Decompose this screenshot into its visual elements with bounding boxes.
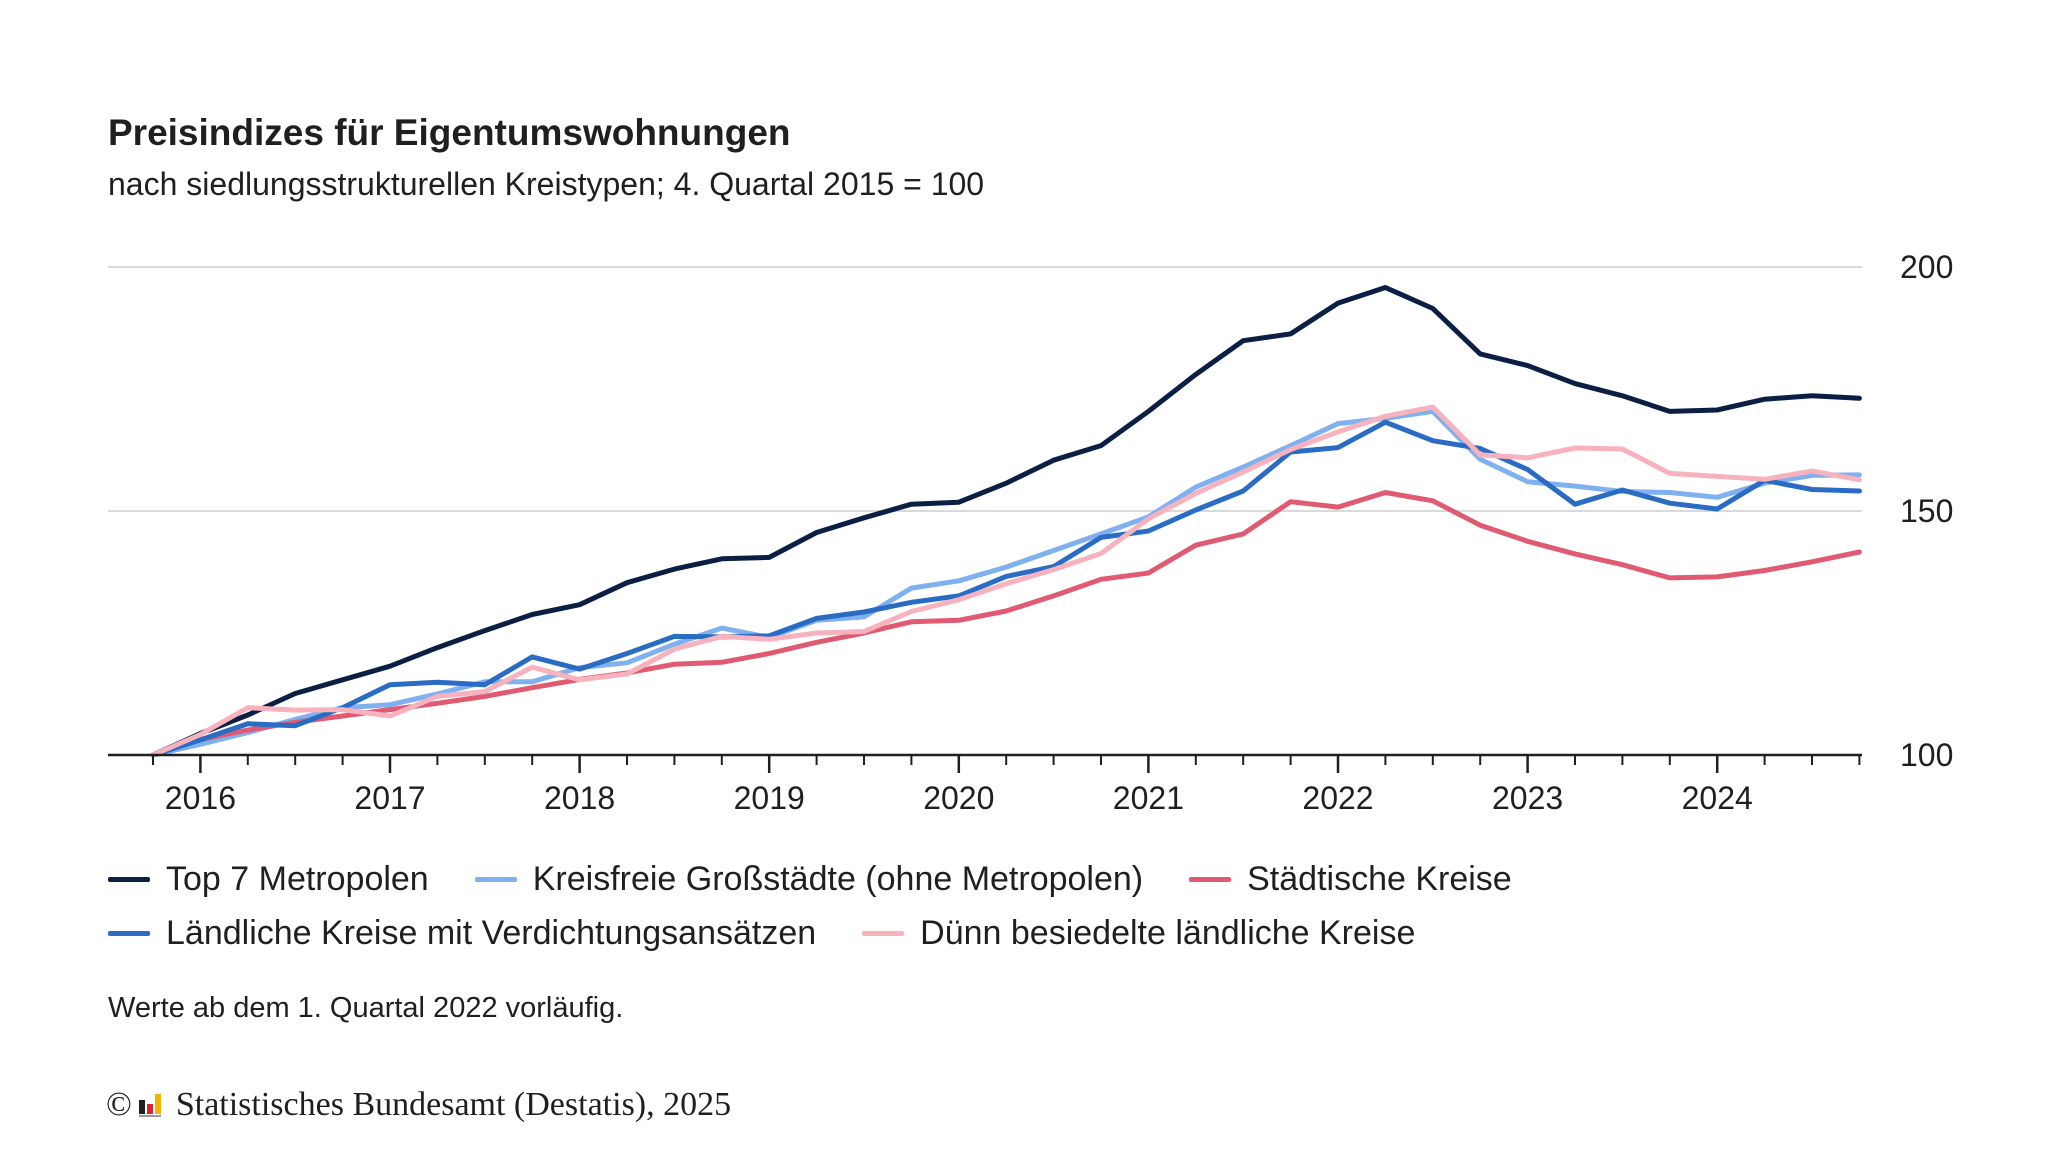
x-tick-label: 2018: [544, 780, 615, 816]
source-credit: © Statistisches Bundesamt (Destatis), 20…: [106, 1086, 731, 1124]
destatis-logo-icon: [138, 1094, 161, 1117]
chart-title: Preisindizes für Eigentumswohnungen: [108, 112, 791, 153]
legend-swatch: [108, 930, 150, 936]
x-tick-label: 2017: [354, 780, 425, 816]
x-tick-label: 2022: [1302, 780, 1373, 816]
line-chart: 2016 2017 2018 2019 2020 2021 2022 2023 2024 100…: [108, 249, 1953, 816]
legend-swatch: [862, 930, 905, 936]
y-tick-label: 150: [1900, 493, 1953, 529]
legend-item-kreisfreie: Kreisfreie Großstädte (ohne Metropolen): [474, 859, 1144, 899]
legend-item-duenn: Dünn besiedelte ländliche Kreise: [862, 914, 1415, 953]
series-line: [150, 285, 1862, 758]
legend-label: Dünn besiedelte ländliche Kreise: [920, 913, 1416, 952]
legend-label: Ländliche Kreise mit Verdichtungsansätze…: [166, 913, 817, 952]
legend-swatch: [108, 876, 150, 882]
source-text: Statistisches Bundesamt (Destatis), 2025: [175, 1086, 732, 1123]
y-tick-label: 200: [1900, 249, 1953, 285]
legend-item-staedtische: Städtische Kreise: [1189, 860, 1512, 899]
legend-label: Kreisfreie Großstädte (ohne Metropolen): [532, 859, 1144, 898]
legend-item-laendliche: Ländliche Kreise mit Verdichtungsansätze…: [108, 914, 816, 953]
series-line: [150, 490, 1862, 758]
legend-label: Städtische Kreise: [1247, 859, 1512, 898]
chart-subtitle: nach siedlungsstrukturellen Kreistypen; …: [108, 166, 985, 202]
x-tick-label: 2016: [165, 780, 236, 816]
x-tick-label: 2023: [1492, 780, 1563, 816]
legend-label: Top 7 Metropolen: [166, 859, 429, 898]
legend: Top 7 Metropolen Kreisfreie Großstädte (…: [108, 852, 1908, 960]
copyright-symbol: ©: [106, 1086, 132, 1123]
series-line: [150, 419, 1862, 758]
y-axis: 100 150 200: [1900, 249, 1953, 773]
legend-swatch: [1189, 876, 1232, 882]
x-tick-label: 2019: [734, 780, 805, 816]
x-tick-label: 2024: [1682, 780, 1753, 816]
y-tick-label: 100: [1900, 737, 1953, 773]
x-tick-label: 2020: [923, 780, 994, 816]
series-line: [150, 404, 1862, 758]
series-lines: [150, 285, 1862, 758]
x-axis: 2016 2017 2018 2019 2020 2021 2022 2023 2024: [108, 753, 1862, 816]
legend-item-top7: Top 7 Metropolen: [108, 860, 429, 899]
x-tick-label: 2021: [1113, 780, 1184, 816]
legend-row: Top 7 Metropolen Kreisfreie Großstädte (…: [108, 852, 1908, 906]
legend-swatch: [474, 876, 517, 882]
grid: [108, 266, 1862, 512]
footnote: Werte ab dem 1. Quartal 2022 vorläufig.: [108, 992, 624, 1024]
legend-row: Ländliche Kreise mit Verdichtungsansätze…: [108, 906, 1908, 960]
